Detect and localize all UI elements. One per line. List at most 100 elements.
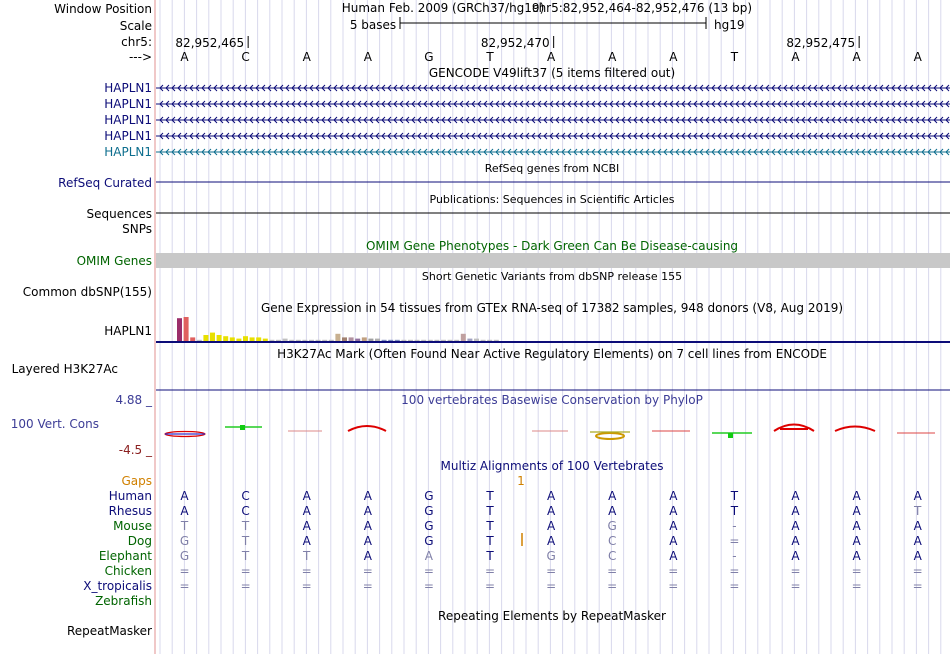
gtex-bar[interactable] <box>190 337 196 341</box>
publications-label[interactable]: Sequences <box>87 207 152 221</box>
species-label[interactable]: Mouse <box>113 519 152 533</box>
gtex-bar[interactable] <box>361 337 367 341</box>
gtex-bar[interactable] <box>243 336 248 341</box>
gaps-label[interactable]: Gaps <box>121 474 152 488</box>
gencode-transcript-label[interactable]: HAPLN1 <box>104 129 152 143</box>
gtex-bar[interactable] <box>196 339 202 341</box>
snps-label[interactable]: SNPs <box>122 222 152 236</box>
omim-label[interactable]: OMIM Genes <box>77 254 152 268</box>
species-label[interactable]: Rhesus <box>109 504 152 518</box>
aligned-base: A <box>914 519 923 533</box>
gencode-transcript-label[interactable]: HAPLN1 <box>104 113 152 127</box>
gtex-bar[interactable] <box>460 333 466 341</box>
omim-feature[interactable] <box>156 253 950 268</box>
gtex-bar[interactable] <box>427 339 433 341</box>
gtex-bar[interactable] <box>368 338 374 341</box>
aligned-base: - <box>732 549 736 563</box>
species-label[interactable]: Dog <box>128 534 152 548</box>
gtex-bar[interactable] <box>269 339 275 341</box>
repeatmasker-label[interactable]: RepeatMasker <box>67 624 152 638</box>
gtex-bar[interactable] <box>295 339 301 341</box>
gencode-track[interactable]: HAPLN1 HAPLN1 HAPLN1 HAPLN1 HAPLN1 <box>104 81 950 159</box>
gtex-bar[interactable] <box>388 339 394 341</box>
gtex-bar[interactable] <box>467 338 473 341</box>
gtex-bar[interactable] <box>414 339 420 341</box>
gtex-bar[interactable] <box>229 337 235 341</box>
species-label[interactable]: Zebrafish <box>95 594 152 608</box>
scale-assembly: hg19 <box>714 18 745 32</box>
phylop-label[interactable]: 100 Vert. Cons <box>11 417 99 431</box>
gtex-bar[interactable] <box>394 339 400 341</box>
gtex-bar[interactable] <box>203 335 209 341</box>
aligned-base: A <box>547 519 556 533</box>
gtex-bar[interactable] <box>302 339 308 341</box>
aligned-base: T <box>241 534 250 548</box>
gtex-bar[interactable] <box>342 337 347 341</box>
scale-label: Scale <box>120 19 152 33</box>
gtex-bar[interactable] <box>375 338 380 341</box>
gtex-label[interactable]: HAPLN1 <box>104 324 152 338</box>
aligned-base: A <box>791 504 800 518</box>
gtex-bar[interactable] <box>322 339 328 341</box>
species-label[interactable]: Elephant <box>99 549 152 563</box>
aligned-base: A <box>364 489 373 503</box>
aligned-base: A <box>608 489 617 503</box>
gtex-bar[interactable] <box>256 337 262 341</box>
gtex-bar[interactable] <box>480 339 486 341</box>
gtex-bar[interactable] <box>487 339 493 341</box>
gtex-bar[interactable] <box>441 339 446 341</box>
species-label[interactable]: Chicken <box>105 564 152 578</box>
gtex-bar[interactable] <box>276 339 281 341</box>
gtex-bar[interactable] <box>183 317 189 341</box>
aligned-base: A <box>425 549 434 563</box>
gtex-bar[interactable] <box>434 339 440 341</box>
gtex-bar[interactable] <box>262 338 268 341</box>
gencode-title: GENCODE V49lift37 (5 items filtered out) <box>429 66 675 80</box>
gtex-bar[interactable] <box>249 337 255 341</box>
gtex-bar[interactable] <box>381 339 387 341</box>
aligned-base: A <box>547 534 556 548</box>
gencode-transcript-label[interactable]: HAPLN1 <box>104 81 152 95</box>
gtex-bar[interactable] <box>177 318 182 341</box>
gtex-bar[interactable] <box>210 332 215 341</box>
gtex-bar[interactable] <box>328 339 334 341</box>
gtex-expression-bars[interactable] <box>177 317 499 341</box>
strand-chevrons <box>159 84 950 92</box>
gtex-bar[interactable] <box>454 339 460 341</box>
gtex-bar[interactable] <box>236 338 242 341</box>
gtex-bar[interactable] <box>421 339 427 341</box>
refseq-label[interactable]: RefSeq Curated <box>58 176 152 190</box>
species-label[interactable]: X_tropicalis <box>83 579 152 593</box>
gtex-bar[interactable] <box>335 333 341 341</box>
gtex-bar[interactable] <box>348 337 354 341</box>
gtex-bar[interactable] <box>223 336 229 341</box>
aligned-base: A <box>669 549 678 563</box>
gtex-bar[interactable] <box>493 339 499 341</box>
gtex-bar[interactable] <box>289 339 295 341</box>
aligned-base: = <box>729 579 739 593</box>
gtex-bar[interactable] <box>282 338 288 341</box>
phylop-logo-glyphs[interactable] <box>164 423 935 440</box>
scale-text: 5 bases <box>350 18 396 32</box>
species-label[interactable]: Human <box>109 489 152 503</box>
gtex-bar[interactable] <box>216 335 222 341</box>
gtex-bar[interactable] <box>355 338 361 341</box>
gtex-bar[interactable] <box>447 339 453 341</box>
gtex-bar[interactable] <box>309 339 314 341</box>
aligned-base: A <box>914 549 923 563</box>
h3k27ac-label[interactable]: Layered H3K27Ac <box>12 362 118 376</box>
dbsnp-label[interactable]: Common dbSNP(155) <box>23 285 152 299</box>
base-letter: C <box>241 50 249 64</box>
gtex-bar[interactable] <box>408 339 413 341</box>
gtex-bar[interactable] <box>315 339 321 341</box>
gtex-bar[interactable] <box>401 339 407 341</box>
gtex-bar[interactable] <box>474 338 479 341</box>
base-letter: A <box>547 50 556 64</box>
aligned-base: A <box>669 534 678 548</box>
window-position-label: Window Position <box>54 2 152 16</box>
gencode-transcript-label[interactable]: HAPLN1 <box>104 145 152 159</box>
gencode-transcript-label[interactable]: HAPLN1 <box>104 97 152 111</box>
publications-title: Publications: Sequences in Scientific Ar… <box>430 193 675 206</box>
